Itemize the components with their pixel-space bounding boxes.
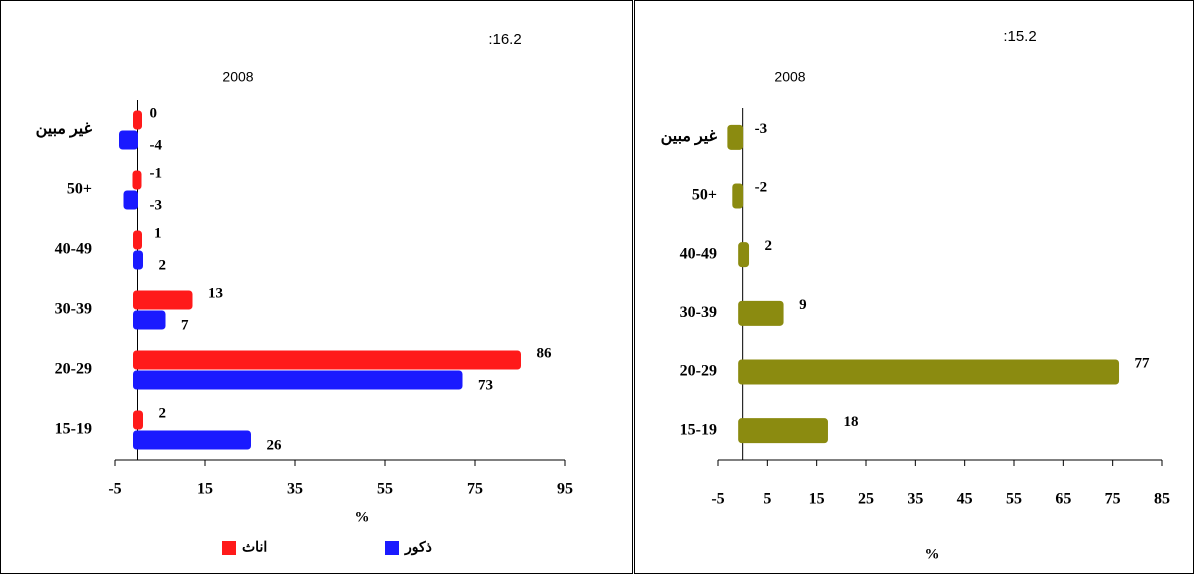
x-tick-label: 35 [907,491,923,508]
category-label: 20-29 [680,363,717,380]
data-label: 2 [159,405,167,421]
data-label: 0 [150,105,158,121]
bar [133,370,463,390]
data-label: 7 [181,317,189,333]
category-label: غير مبين [661,128,718,146]
category-label: 40-49 [55,241,92,258]
category-label: 40-49 [680,245,717,262]
data-label: -3 [150,197,163,213]
x-tick-label: 75 [467,481,483,498]
data-label: 86 [537,345,553,361]
legend-label: ذكور [404,539,432,556]
x-tick-label: 25 [858,491,874,508]
x-tick-label: 75 [1105,491,1121,508]
x-tick-label: 95 [557,481,573,498]
bar [132,170,142,190]
x-tick-label: 35 [287,481,303,498]
category-label: 30-39 [55,301,92,318]
bar [738,418,828,444]
bar [133,430,251,450]
legend-swatch [222,541,236,555]
category-label: 50+ [692,187,717,204]
data-label: 26 [267,437,283,453]
bar [133,410,143,430]
bar [133,230,142,250]
category-label: 50+ [67,181,92,198]
bar [727,124,744,150]
x-tick-label: 45 [957,491,973,508]
x-tick-label: 55 [377,481,393,498]
x-tick-label: 5 [763,491,771,508]
chart-title: :16.2 [488,31,521,48]
bar [738,242,750,268]
bar [133,350,521,370]
chart-title: :15.2 [1003,28,1036,45]
bar [732,183,744,209]
category-label: 20-29 [55,361,92,378]
x-tick-label: 65 [1055,491,1071,508]
data-label: 2 [159,257,167,273]
legend-swatch [385,541,399,555]
bar [133,250,143,270]
category-label: 30-39 [680,304,717,321]
x-tick-label: 85 [1154,491,1170,508]
data-label: -4 [150,137,163,153]
category-label: 15-19 [55,421,92,438]
bar [738,359,1120,385]
x-tick-label: 15 [809,491,825,508]
bar [738,300,784,326]
bar [133,310,166,330]
legend-label: اناث [242,539,267,555]
category-label: 15-19 [680,421,717,438]
data-label: 18 [843,414,858,430]
category-label: غير مبين [36,121,93,139]
data-label: 1 [154,225,162,241]
x-axis-label: % [355,509,370,525]
data-label: -2 [755,179,768,195]
data-label: 73 [478,377,493,393]
x-tick-label: -5 [108,481,121,498]
data-label: -1 [150,165,163,181]
bar [119,130,138,150]
right-panel [634,0,1194,574]
bar [133,290,193,310]
x-axis-label: % [925,546,940,562]
bar [133,110,142,130]
x-tick-label: 15 [197,481,213,498]
data-label: 9 [799,297,807,313]
x-tick-label: 55 [1006,491,1022,508]
data-label: -3 [755,121,768,137]
data-label: 77 [1135,355,1151,371]
data-label: 13 [208,285,223,301]
bar [123,190,138,210]
left-panel [0,0,633,574]
data-label: 2 [765,238,773,254]
chart-subtitle: 2008 [222,69,253,85]
chart-subtitle: 2008 [774,69,805,85]
x-tick-label: -5 [711,491,724,508]
